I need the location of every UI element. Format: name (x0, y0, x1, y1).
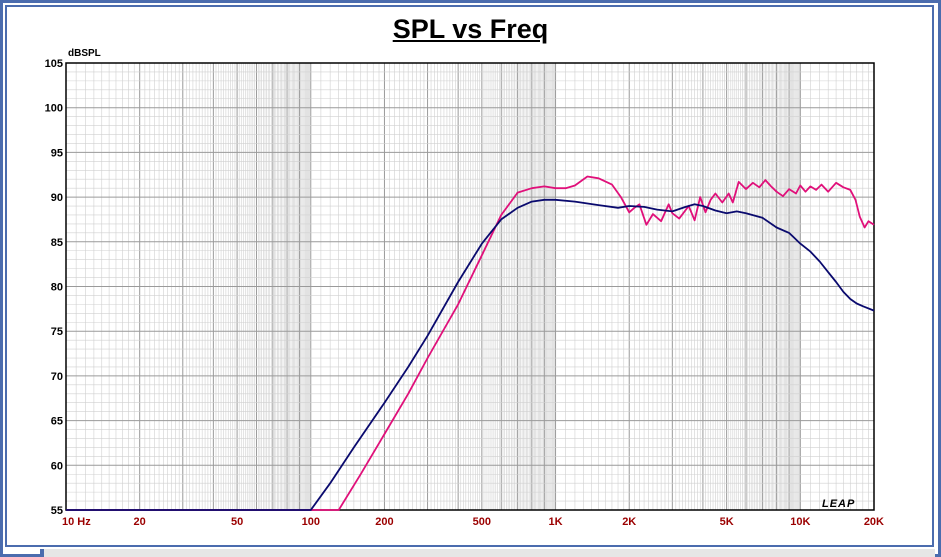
y-tick-label: 90 (51, 192, 63, 204)
series-line-1 (66, 175, 875, 511)
y-axis-label: dBSPL (68, 48, 101, 59)
series-line-2 (66, 198, 875, 511)
y-tick-label: 65 (51, 416, 63, 428)
y-tick-label: 95 (51, 147, 63, 159)
x-tick-label: 10 Hz (62, 516, 91, 528)
leap-logo: LEAP (822, 498, 855, 510)
x-tick-label: 20K (864, 516, 884, 528)
x-tick-label: 500 (473, 516, 491, 528)
y-tick-label: 70 (51, 371, 63, 383)
y-tick-label: 55 (51, 505, 63, 517)
x-tick-label: 200 (375, 516, 393, 528)
y-tick-label: 105 (45, 58, 63, 70)
status-strip-marker (40, 549, 44, 557)
x-tick-label: 2K (622, 516, 636, 528)
chart-title-container: SPL vs Freq (0, 14, 941, 45)
x-tick-label: 5K (720, 516, 734, 528)
y-tick-label: 85 (51, 237, 63, 249)
y-tick-label: 100 (45, 103, 63, 115)
status-strip (40, 549, 935, 557)
chart-title: SPL vs Freq (392, 14, 549, 44)
y-tick-label: 60 (51, 460, 63, 472)
x-tick-label: 1K (549, 516, 563, 528)
y-tick-labels: 55 60 65 70 75 80 85 90 95 100 105 (45, 58, 63, 517)
x-tick-label: 20 (134, 516, 146, 528)
x-tick-label: 100 (302, 516, 320, 528)
y-tick-label: 80 (51, 282, 63, 294)
grid (66, 62, 874, 511)
x-tick-labels: 10 Hz 20 50 100 200 500 1K 2K 5K 10K 20K (62, 516, 884, 528)
x-tick-label: 10K (790, 516, 810, 528)
series-group (66, 175, 875, 511)
x-tick-label: 50 (231, 516, 243, 528)
y-tick-label: 75 (51, 326, 63, 338)
plot-area-border (65, 62, 875, 511)
